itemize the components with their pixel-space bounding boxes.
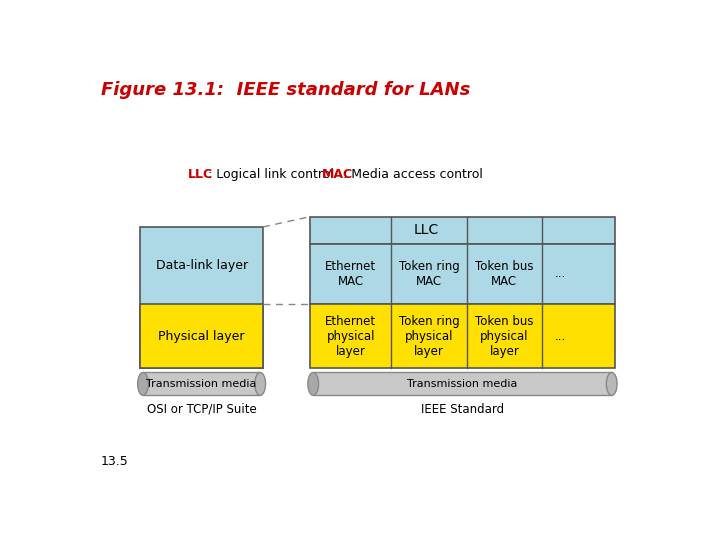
Text: Transmission media: Transmission media — [146, 379, 257, 389]
Bar — [143, 373, 260, 395]
Ellipse shape — [308, 373, 318, 395]
Ellipse shape — [138, 373, 148, 395]
Text: Token ring
physical
layer: Token ring physical layer — [399, 315, 459, 357]
Text: : Media access control: : Media access control — [343, 168, 483, 181]
Bar — [310, 217, 615, 244]
Text: Physical layer: Physical layer — [158, 329, 245, 342]
Text: Token bus
MAC: Token bus MAC — [475, 260, 534, 288]
Text: LLC: LLC — [188, 168, 213, 181]
Bar — [313, 373, 612, 395]
Text: Transmission media: Transmission media — [408, 379, 518, 389]
Ellipse shape — [255, 373, 266, 395]
Text: Figure 13.1:  IEEE standard for LANs: Figure 13.1: IEEE standard for LANs — [101, 82, 471, 99]
Text: MAC: MAC — [322, 168, 353, 181]
Ellipse shape — [606, 373, 617, 395]
Text: LLC: LLC — [413, 223, 438, 237]
Text: Ethernet
MAC: Ethernet MAC — [325, 260, 377, 288]
Text: IEEE Standard: IEEE Standard — [421, 403, 504, 416]
Bar — [140, 304, 263, 368]
Bar — [140, 227, 263, 368]
Text: : Logical link control: : Logical link control — [208, 168, 334, 181]
Text: Data-link layer: Data-link layer — [156, 259, 248, 272]
Text: Token ring
MAC: Token ring MAC — [399, 260, 459, 288]
Bar — [310, 244, 615, 304]
Bar — [310, 304, 615, 368]
Text: OSI or TCP/IP Suite: OSI or TCP/IP Suite — [147, 403, 256, 416]
Text: Ethernet
physical
layer: Ethernet physical layer — [325, 315, 377, 357]
Text: ...: ... — [554, 267, 566, 280]
Text: 13.5: 13.5 — [101, 455, 129, 468]
Text: Token bus
physical
layer: Token bus physical layer — [475, 315, 534, 357]
Text: ...: ... — [554, 329, 566, 342]
